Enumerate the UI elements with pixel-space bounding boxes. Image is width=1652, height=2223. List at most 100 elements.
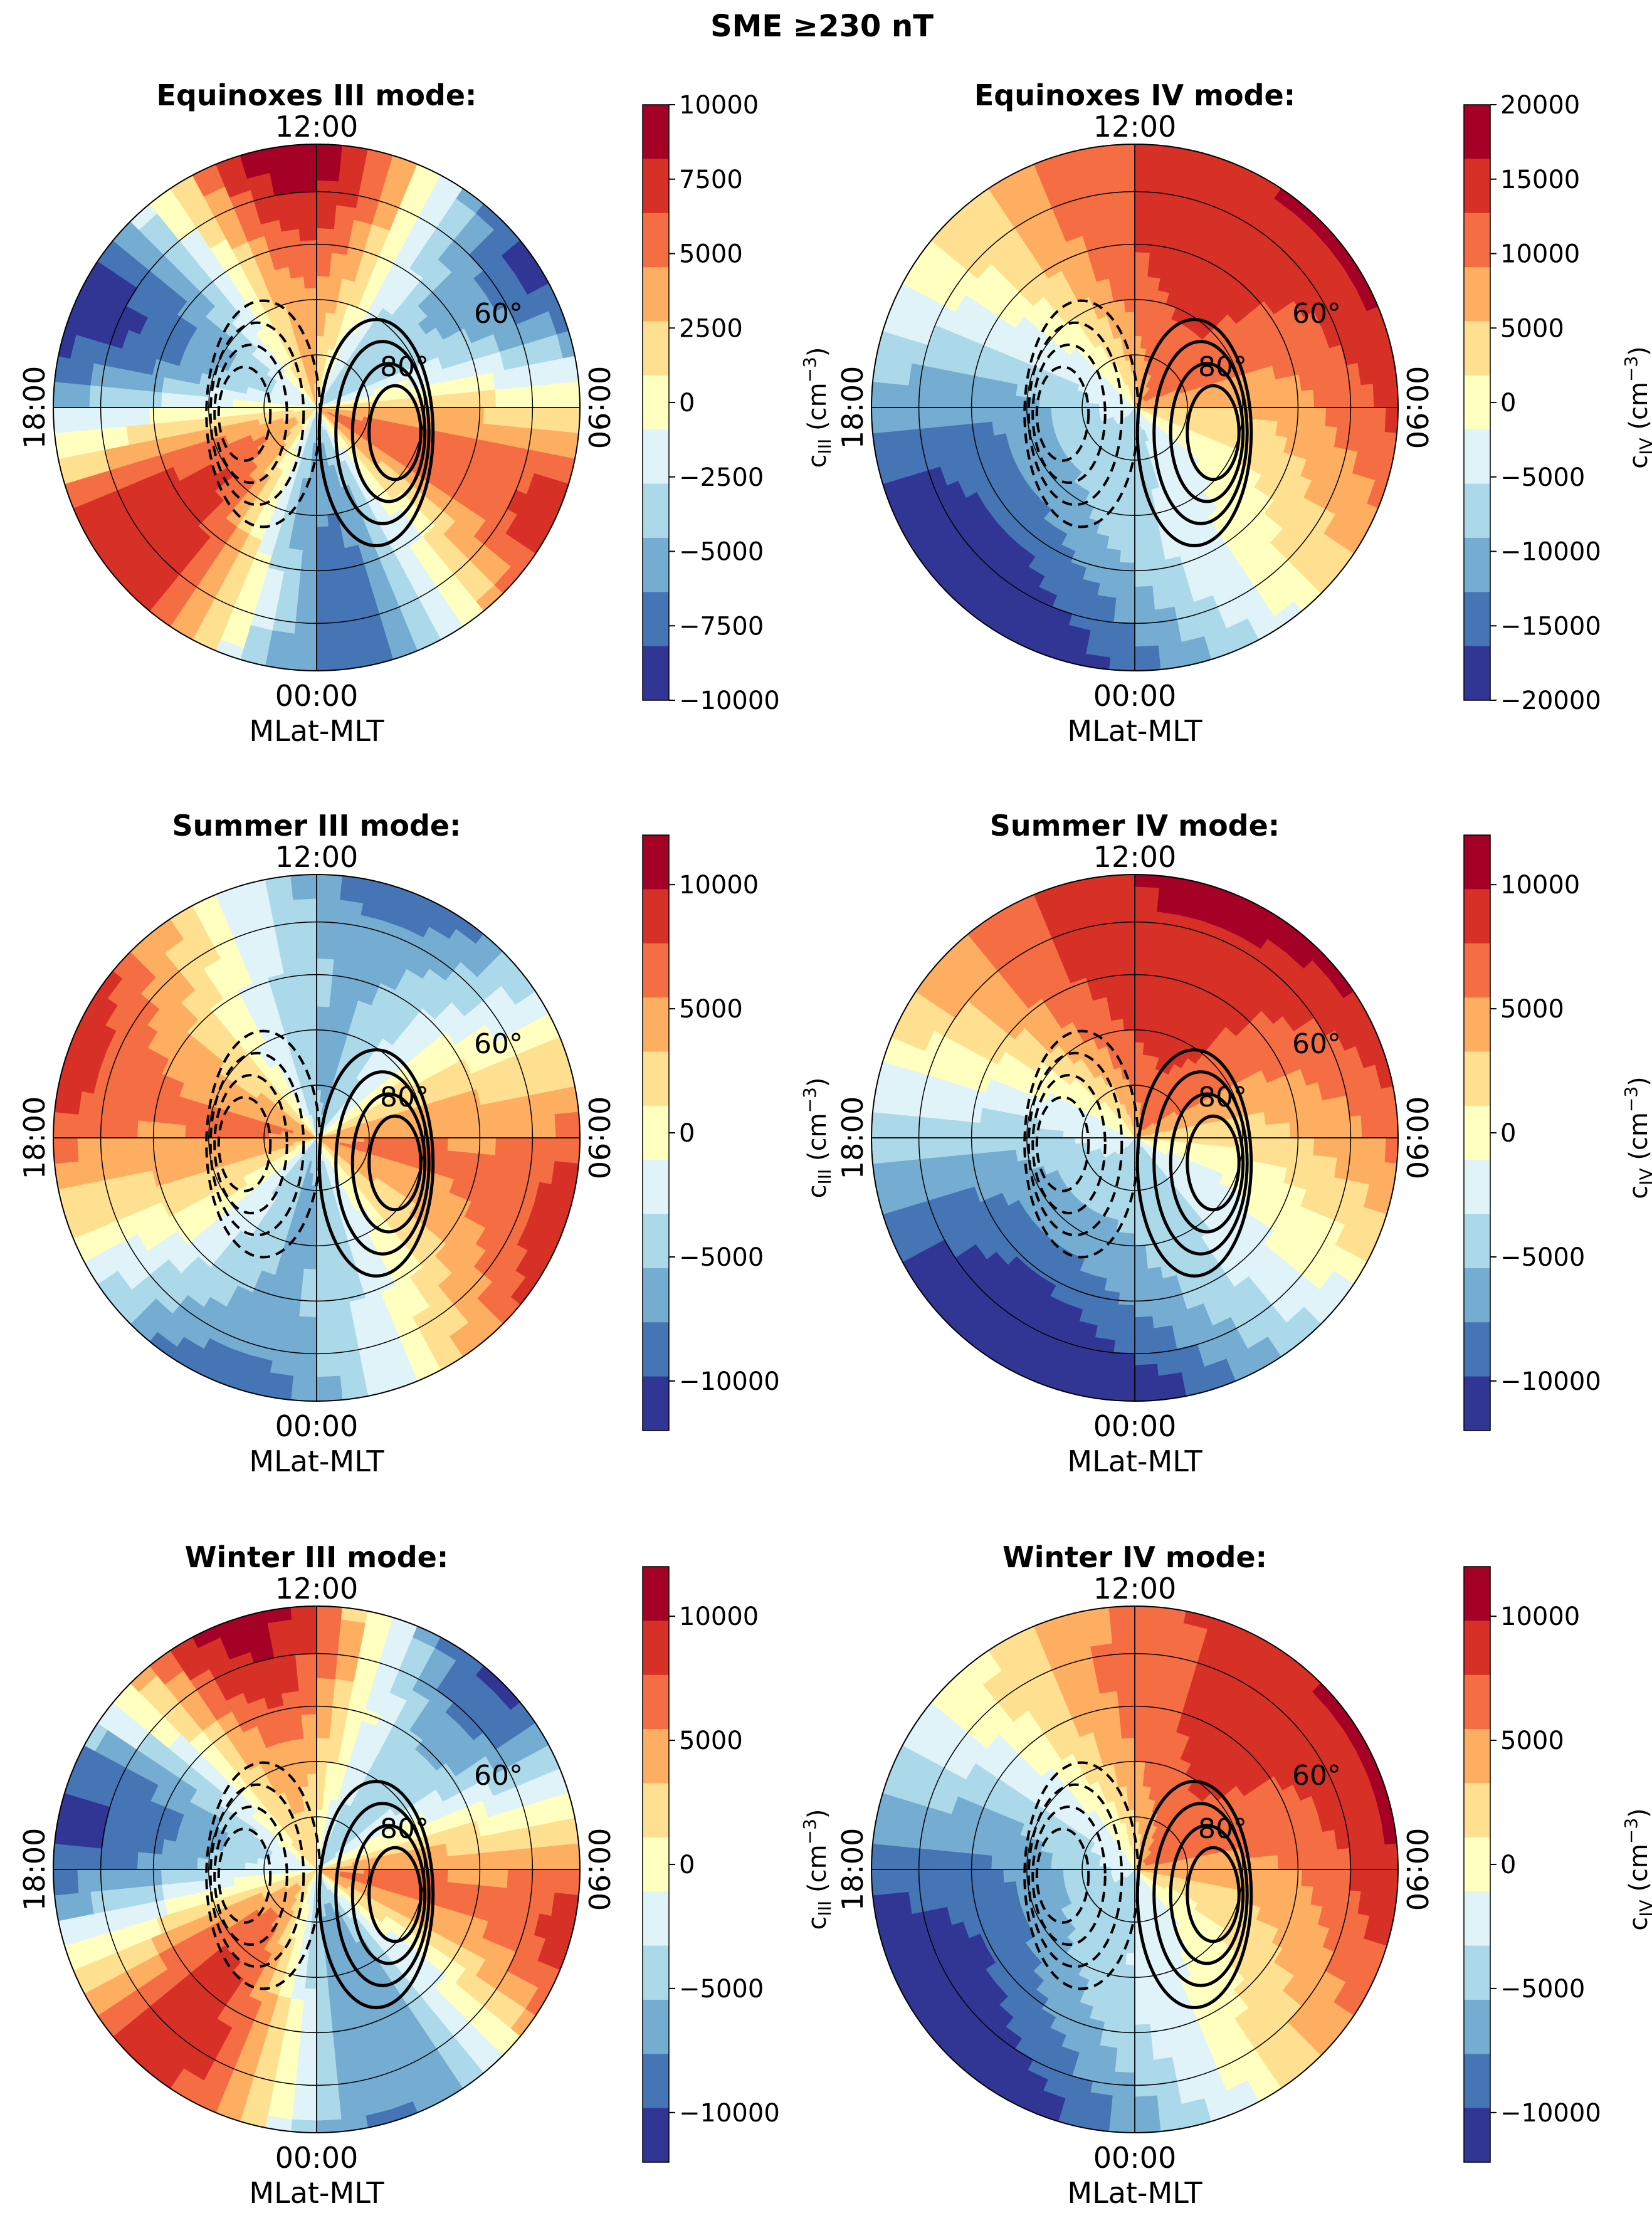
- heatmap-cell: [316, 586, 336, 599]
- heatmap-cell: [1134, 526, 1148, 540]
- heatmap-cell: [298, 1304, 317, 1318]
- heatmap-cell: [288, 994, 304, 1009]
- colorbar-label: cIII (cm−3): [799, 347, 835, 468]
- heatmap-cell: [1134, 514, 1147, 528]
- heatmap-cell: [305, 502, 317, 516]
- heatmap-cell: [316, 898, 340, 912]
- heatmap-cell: [495, 1137, 508, 1157]
- heatmap-cell: [1289, 407, 1303, 424]
- colorbar-tick-label: 0: [679, 389, 695, 418]
- colorbar-band: [643, 186, 669, 214]
- heatmap-cell: [955, 407, 969, 426]
- heatmap-cell: [330, 252, 347, 267]
- heatmap-cell: [316, 574, 335, 587]
- heatmap-cell: [1134, 155, 1160, 170]
- heatmap-cell: [1115, 586, 1135, 599]
- heatmap-cell: [293, 633, 317, 648]
- heatmap-cell: [1117, 574, 1135, 587]
- colorbar-tick-label: −20000: [1500, 686, 1601, 715]
- heatmap-cell: [301, 251, 317, 265]
- heatmap-cell: [65, 1137, 79, 1163]
- heatmap-cell: [173, 1109, 188, 1125]
- heatmap-cell: [316, 958, 335, 972]
- heatmap-cell: [1126, 323, 1135, 337]
- heatmap-cell: [316, 538, 331, 552]
- colorbar-band: [643, 1376, 669, 1404]
- heatmap-cell: [457, 1107, 472, 1124]
- heatmap-cell: [566, 1112, 580, 1138]
- colorbar-band: [643, 1160, 669, 1187]
- heatmap-cell: [1115, 216, 1135, 229]
- colorbar-tick-label: −7500: [679, 612, 764, 641]
- heatmap-cell: [433, 1112, 448, 1127]
- heatmap-cell: [566, 1137, 580, 1164]
- colorbar-band: [643, 105, 669, 132]
- heatmap-cell: [1206, 1129, 1219, 1138]
- heatmap-cell: [161, 1107, 176, 1124]
- colorbar-tick-label: 15000: [1500, 166, 1580, 194]
- contour-solid: [334, 1070, 431, 1256]
- colorbar-tick-label: −15000: [1500, 612, 1601, 641]
- heatmap-cell: [137, 1137, 150, 1156]
- heatmap-cell: [1106, 264, 1122, 279]
- heatmap-cell: [161, 421, 176, 438]
- heatmap-cell: [316, 1375, 342, 1390]
- heatmap-cell: [316, 514, 329, 528]
- heatmap-cell: [290, 657, 317, 671]
- heatmap-cell: [316, 204, 337, 218]
- heatmap-cell: [518, 1137, 532, 1160]
- heatmap-cell: [542, 407, 557, 431]
- colorbar-band: [1464, 294, 1490, 322]
- heatmap-cell: [1218, 1137, 1231, 1148]
- heatmap-cell: [220, 397, 234, 408]
- colorbar-band: [1464, 105, 1490, 132]
- heatmap-cell: [1253, 407, 1267, 421]
- heatmap-cell: [298, 228, 317, 241]
- heatmap-cell: [293, 167, 317, 182]
- mlt-label-top: 12:00: [1093, 110, 1177, 144]
- heatmap-cell: [895, 407, 909, 431]
- colorbar-tick-label: −10000: [679, 686, 780, 715]
- heatmap-cell: [303, 275, 317, 289]
- heatmap-cell: [943, 407, 957, 427]
- panel-title: Equinoxes IV mode:: [974, 78, 1295, 112]
- heatmap-cell: [1313, 407, 1327, 427]
- heatmap-cell: [316, 1304, 335, 1318]
- colorbar-band: [643, 1187, 669, 1215]
- colorbar-band: [643, 916, 669, 944]
- contour-dashed: [213, 344, 288, 484]
- heatmap-cell: [1134, 167, 1159, 182]
- heatmap-cell: [304, 514, 317, 528]
- heatmap-cell: [883, 382, 897, 408]
- heatmap-cell: [1134, 1232, 1146, 1246]
- heatmap-cell: [309, 1066, 317, 1079]
- heatmap-cell: [459, 1137, 473, 1154]
- heatmap-cell: [303, 526, 317, 540]
- heatmap-cell: [1372, 407, 1387, 433]
- heatmap-cell: [1134, 1041, 1145, 1055]
- colorbar-band: [1464, 159, 1490, 187]
- heatmap-cell: [172, 393, 186, 408]
- heatmap-cell: [316, 1340, 339, 1353]
- heatmap-cell: [1075, 407, 1088, 414]
- heatmap-cell: [1127, 335, 1135, 349]
- heatmap-cell: [447, 393, 461, 408]
- heatmap-cell: [316, 982, 332, 996]
- colorbar-band: [643, 592, 669, 619]
- panel-2: Equinoxes IV mode:12:0000:00MLat-MLT18:0…: [836, 78, 1652, 748]
- heatmap-cell: [495, 1118, 508, 1138]
- heatmap-cell: [316, 526, 330, 540]
- colorbar-band: [643, 1268, 669, 1296]
- heatmap-cell: [173, 420, 188, 436]
- heatmap-cell: [316, 251, 332, 265]
- heatmap-cell: [290, 276, 305, 291]
- heatmap-cell: [220, 1137, 234, 1148]
- heatmap-cell: [1134, 1054, 1144, 1067]
- heatmap-cell: [160, 407, 174, 423]
- heatmap-cell: [1038, 397, 1052, 408]
- heatmap-cell: [316, 994, 331, 1007]
- heatmap-cell: [220, 1128, 234, 1138]
- heatmap-cell: [76, 407, 91, 431]
- heatmap-cell: [1111, 167, 1135, 182]
